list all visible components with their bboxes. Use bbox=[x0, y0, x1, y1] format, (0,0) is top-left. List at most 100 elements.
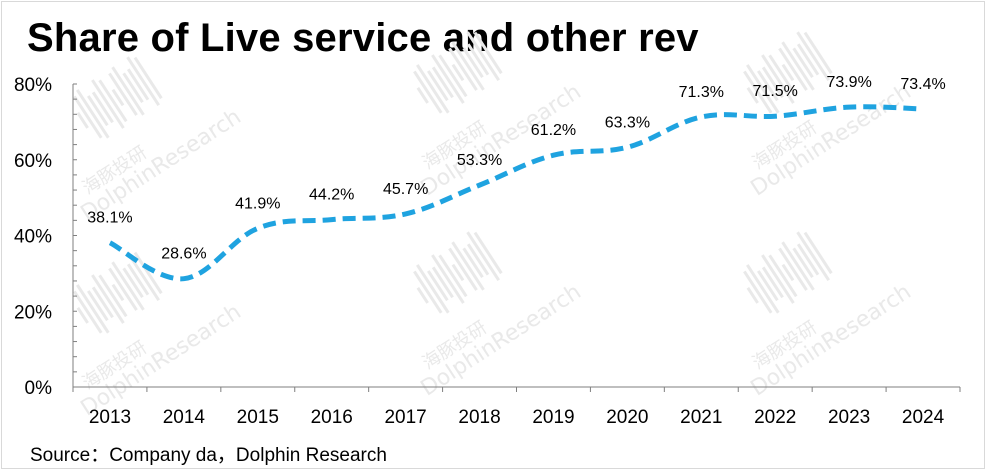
watermark-bar bbox=[448, 47, 478, 91]
watermark-bar bbox=[416, 287, 429, 304]
data-label: 38.1% bbox=[87, 210, 132, 227]
watermark-bar bbox=[473, 31, 503, 75]
x-tick-label: 2015 bbox=[237, 407, 279, 428]
data-label: 41.9% bbox=[235, 195, 280, 212]
watermark-bar bbox=[98, 79, 128, 123]
watermark-bar bbox=[438, 254, 468, 298]
watermark-bar bbox=[126, 68, 150, 101]
x-tick-label: 2022 bbox=[754, 407, 796, 428]
watermark-bar bbox=[757, 270, 779, 302]
watermark-bar bbox=[796, 243, 820, 276]
watermark-bar bbox=[108, 72, 138, 116]
watermark-bar bbox=[91, 79, 125, 129]
watermark-bar bbox=[73, 290, 103, 334]
watermark-bar bbox=[111, 283, 125, 302]
watermark-bar bbox=[87, 290, 109, 322]
source-note: Source：Company da，Dolphin Research bbox=[30, 445, 387, 466]
watermark-bar bbox=[76, 307, 89, 324]
watermark-bar bbox=[87, 95, 109, 127]
x-tick-label: 2021 bbox=[680, 407, 722, 428]
watermark-bar bbox=[761, 254, 795, 304]
watermark-bar bbox=[778, 247, 808, 291]
watermark-bar bbox=[431, 254, 465, 304]
watermark-bar bbox=[451, 63, 465, 82]
watermark-bar bbox=[746, 87, 759, 104]
x-tick-label: 2016 bbox=[311, 407, 353, 428]
data-label: 63.3% bbox=[605, 114, 650, 131]
watermark-bar bbox=[796, 43, 820, 76]
x-tick-label: 2017 bbox=[384, 407, 426, 428]
watermark-bar bbox=[76, 284, 110, 334]
watermark-bar bbox=[451, 263, 465, 282]
watermark-bar bbox=[451, 41, 485, 91]
watermark-bar bbox=[803, 31, 833, 75]
watermark-bar bbox=[91, 91, 114, 124]
data-label: 61.2% bbox=[531, 122, 576, 139]
watermark-bar bbox=[761, 266, 784, 299]
y-tick-label: 0% bbox=[25, 378, 53, 399]
watermark-bar bbox=[427, 270, 449, 302]
watermark-bar bbox=[781, 241, 815, 291]
watermark-bar bbox=[108, 267, 138, 311]
axes: 0% 20% 40% 60% 80% 2013 2014 2015 2016 2017 2018 20… bbox=[14, 75, 961, 428]
data-label: 73.4% bbox=[900, 76, 945, 93]
watermark-bar bbox=[448, 247, 478, 291]
watermark-bar bbox=[792, 47, 814, 79]
data-label: 28.6% bbox=[161, 246, 206, 263]
watermark-bar bbox=[431, 54, 465, 104]
x-tick-label: 2020 bbox=[606, 407, 648, 428]
watermark-bar bbox=[473, 231, 503, 275]
watermark-bar bbox=[438, 54, 468, 98]
watermark-bar bbox=[98, 274, 128, 318]
watermark-bar bbox=[466, 43, 490, 76]
chart-title: Share of Live service and other rev bbox=[27, 16, 699, 60]
x-tick-label: 2013 bbox=[89, 407, 131, 428]
watermark-bar bbox=[122, 267, 144, 299]
x-tick-label: 2018 bbox=[458, 407, 500, 428]
watermark-bar bbox=[73, 95, 103, 139]
watermark-bar bbox=[768, 54, 798, 98]
data-label: 45.7% bbox=[383, 181, 428, 198]
watermark-bar bbox=[111, 261, 145, 311]
y-tick-label: 20% bbox=[14, 302, 52, 323]
watermark-bar bbox=[768, 254, 798, 298]
watermark-bar bbox=[91, 286, 114, 319]
watermark-bar bbox=[796, 31, 830, 82]
watermark-bar bbox=[462, 247, 484, 279]
watermark-bar bbox=[746, 287, 759, 304]
watermark-bar bbox=[761, 66, 784, 99]
watermark-bar bbox=[416, 64, 450, 114]
data-label: 71.3% bbox=[679, 84, 724, 101]
watermark-bar bbox=[451, 241, 485, 291]
watermark-bar bbox=[781, 263, 795, 282]
watermark-bar bbox=[111, 88, 125, 107]
watermark-bar bbox=[746, 64, 780, 114]
watermark-bar bbox=[746, 264, 780, 314]
data-label: 44.2% bbox=[309, 187, 354, 204]
watermark-bar bbox=[781, 41, 815, 91]
watermark-bar bbox=[126, 263, 150, 296]
watermark-bar bbox=[743, 270, 773, 314]
watermark-bar bbox=[126, 251, 160, 302]
y-tick-label: 40% bbox=[14, 227, 52, 248]
watermark-bar bbox=[126, 56, 160, 107]
x-tick-label: 2024 bbox=[902, 407, 945, 428]
watermark-bar bbox=[796, 231, 830, 282]
watermark-bar bbox=[133, 56, 163, 100]
data-label-layer: 38.1% 28.6% 41.9% 44.2% 45.7% 53.3% 61.2% 63.3%… bbox=[87, 74, 945, 263]
watermark-bar bbox=[466, 231, 500, 282]
watermark-bar bbox=[91, 274, 125, 324]
watermark-bar bbox=[431, 66, 454, 99]
watermark-bar bbox=[462, 47, 484, 79]
watermark-bar bbox=[413, 270, 443, 314]
x-tick-label: 2023 bbox=[828, 407, 870, 428]
watermark-bar bbox=[413, 70, 443, 114]
data-label: 73.9% bbox=[826, 74, 871, 91]
